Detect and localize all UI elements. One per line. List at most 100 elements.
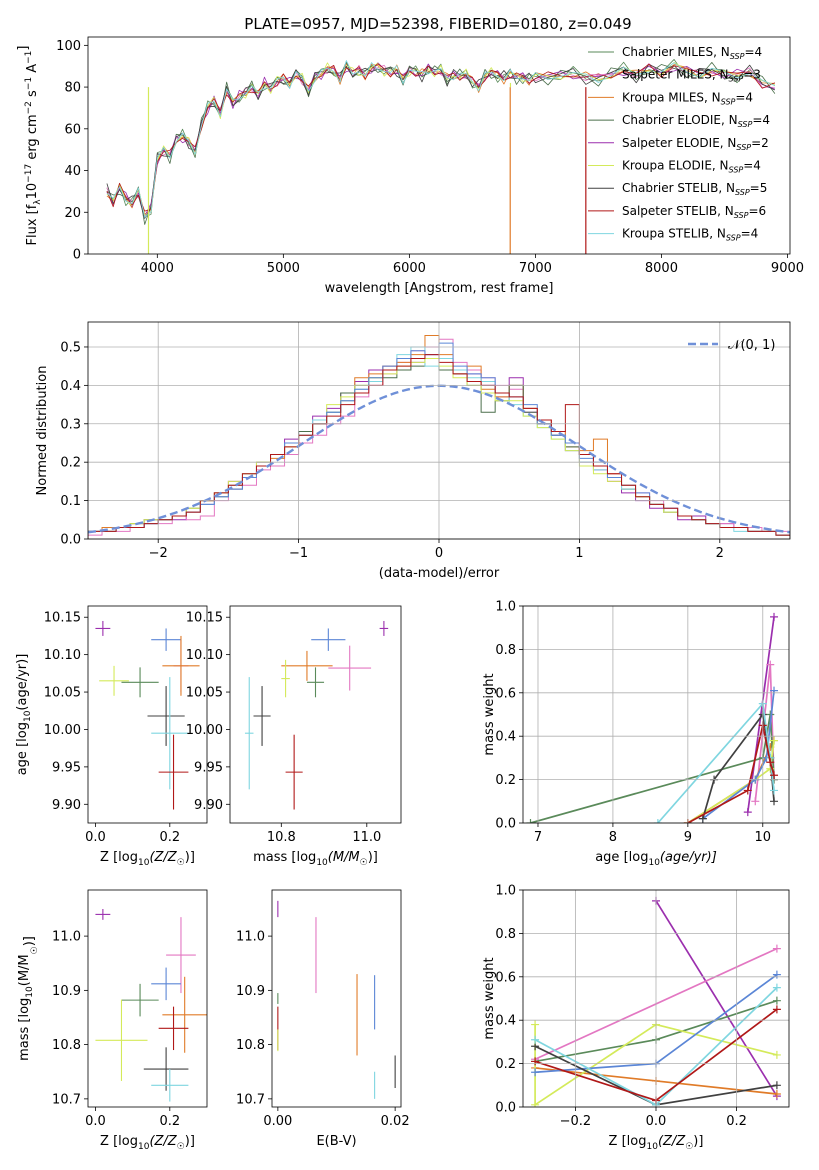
legend-entry-1: Salpeter MILES, NSSP=3	[622, 68, 761, 84]
x-tick-label: 7	[534, 830, 542, 845]
axes-frame	[87, 321, 791, 540]
y-tick-label: 9.95	[52, 760, 81, 775]
weight-marker	[772, 1050, 781, 1059]
x-tick-label: −0.2	[560, 1114, 592, 1129]
weight-line-7	[657, 701, 775, 823]
y-tick-label: 10.8	[236, 1038, 265, 1053]
x-axis-label: (data-model)/error	[379, 566, 500, 581]
y-tick-label: 0.2	[495, 773, 516, 788]
weight-marker	[772, 970, 781, 979]
plot-area-weight_vs_age	[526, 612, 779, 823]
weight-marker	[766, 758, 775, 767]
weight-marker	[531, 1057, 540, 1066]
errorbar-point-5	[121, 667, 159, 698]
y-tick-label: 0.0	[60, 533, 81, 548]
legend-entry-2: Kroupa MILES, NSSP=4	[622, 90, 753, 106]
weight-marker	[770, 612, 779, 621]
errorbar-point-3	[281, 650, 333, 681]
x-tick-label: 8	[609, 830, 617, 845]
x-tick-label: 7000	[519, 261, 552, 276]
x-tick-label: 0.0	[646, 1114, 667, 1129]
errorbar-point-2	[328, 645, 372, 691]
weight-marker	[531, 1100, 540, 1107]
weight-marker	[770, 786, 779, 795]
weight-marker	[766, 660, 775, 669]
legend-entry-normal: 𝒩(0, 1)	[728, 338, 775, 353]
legend-entry-0: Chabrier MILES, NSSP=4	[622, 45, 762, 61]
weight-line-5	[702, 690, 775, 820]
chart-age_vs_mass: 10.8 11.0 9.90 9.95 10.00 10.05 10.10 10.15 mass…	[186, 605, 402, 868]
errorbar-point-1	[166, 917, 196, 994]
axes-frame	[522, 889, 790, 1108]
y-tick-label: 10.10	[186, 648, 223, 663]
errorbar-point-1	[151, 628, 181, 651]
y-tick-label: 10.00	[186, 723, 223, 738]
errorbar-point-4	[162, 976, 207, 1053]
errorbar-point-8	[285, 734, 303, 810]
x-tick-label: 0.00	[263, 1114, 292, 1129]
y-tick-label: 0.8	[495, 643, 516, 658]
weight-marker	[770, 771, 779, 780]
y-axis-label: Flux [fλ10−17 erg cm−2 s−1 A−1]	[16, 46, 43, 246]
y-tick-label: 0.6	[495, 970, 516, 985]
plot-area-spectrum	[106, 59, 776, 254]
x-axis-label: mass [log10(M/M☉)]	[253, 850, 378, 868]
errorbar-point-6	[95, 999, 148, 1081]
chart-mass_vs_Z: 0.0 0.2 10.7 10.8 10.9 11.0 Z [log10(Z/Z☉)] mas…	[17, 889, 208, 1152]
plot-area-age_vs_mass	[244, 620, 389, 810]
x-axis-label: wavelength [Angstrom, rest frame]	[325, 281, 554, 296]
weight-marker	[770, 797, 779, 806]
y-tick-label: 9.90	[52, 798, 81, 813]
legend-entry-6: Chabrier STELIB, NSSP=5	[622, 181, 767, 197]
spectrum-series-8	[106, 60, 776, 218]
x-tick-label: 0.2	[159, 1114, 180, 1129]
x-tick-label: 10	[755, 830, 772, 845]
x-tick-label: 11.0	[352, 830, 381, 845]
legend-entry-5: Kroupa ELODIE, NSSP=4	[622, 159, 761, 175]
plot-area-age_vs_Z	[95, 620, 200, 810]
y-tick-label: 10.8	[52, 1038, 81, 1053]
y-tick-label: 0.2	[60, 456, 81, 471]
x-tick-label: 0.2	[159, 830, 180, 845]
legend-entry-3: Chabrier ELODIE, NSSP=4	[622, 113, 770, 129]
x-tick-label: 8000	[645, 261, 678, 276]
x-tick-label: 0	[435, 546, 443, 561]
weight-marker	[698, 814, 707, 823]
x-axis-label: age [log10(age/yr)]	[595, 850, 717, 868]
x-tick-label: 9	[684, 830, 692, 845]
weight-marker	[772, 1089, 781, 1098]
y-tick-label: 20	[64, 206, 81, 221]
y-tick-label: 80	[64, 81, 81, 96]
y-tick-label: 10.9	[236, 984, 265, 999]
spectrum-series-7	[106, 63, 776, 212]
y-tick-label: 1.0	[495, 600, 516, 615]
errorbar-point-5	[306, 667, 325, 698]
x-tick-label: 0.02	[381, 1114, 410, 1129]
weight-line-3	[530, 714, 775, 823]
weight-marker	[526, 819, 535, 823]
x-tick-label: 4000	[141, 261, 174, 276]
weight-marker	[751, 797, 760, 806]
x-axis-label: Z [log10(Z/Z☉)]	[100, 850, 195, 868]
y-tick-label: 0.4	[495, 1014, 516, 1029]
weight-marker	[772, 1081, 781, 1090]
y-tick-label: 0.0	[495, 1101, 516, 1116]
chart-spectrum: 4000 5000 6000 7000 8000 9000 0 20 40 60 80 100 wave…	[16, 36, 804, 296]
x-tick-label: 6000	[393, 261, 426, 276]
x-tick-label: 1	[575, 546, 583, 561]
x-tick-label: 0.2	[726, 1114, 747, 1129]
x-tick-label: 5000	[267, 261, 300, 276]
errorbar-point-0	[95, 620, 111, 636]
y-tick-label: 0.2	[495, 1057, 516, 1072]
axes-frame	[229, 605, 402, 824]
weight-marker	[531, 1035, 540, 1044]
errorbar-point-0	[95, 908, 111, 920]
x-tick-label: 10.8	[267, 830, 296, 845]
errorbar-point-4	[281, 659, 290, 698]
y-axis-label: Normed distribution	[35, 366, 50, 496]
errorbar-point-3	[121, 983, 159, 1017]
y-tick-label: 11.0	[52, 930, 81, 945]
weight-marker	[743, 786, 752, 795]
errorbar-point-2	[151, 967, 181, 1001]
